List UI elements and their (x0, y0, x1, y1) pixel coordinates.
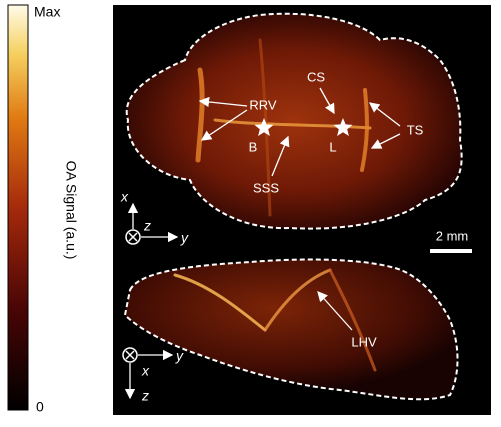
arrow (198, 96, 248, 108)
label-cs: CS (307, 69, 325, 84)
scale-bar (430, 249, 472, 253)
axis-origin-cross (125, 350, 135, 360)
brain-top-image (126, 13, 462, 229)
axis-origin-cross (128, 232, 138, 242)
vessels-bottom (173, 268, 377, 372)
axis-y: y (180, 230, 189, 246)
axis-z: z (143, 218, 151, 234)
colorbar (7, 4, 29, 411)
axis-x: x (120, 189, 129, 205)
arrow (271, 135, 290, 177)
label-sss: SSS (253, 180, 279, 195)
brain-top-outline (125, 12, 463, 230)
star-b (254, 118, 274, 136)
arrow (368, 102, 401, 127)
scale-bar-label: 2 mm (436, 228, 469, 243)
label-rrv: RRV (249, 97, 277, 112)
arrow (370, 133, 401, 149)
label-l: L (329, 139, 336, 154)
axis-z: z (141, 388, 149, 404)
arrow (200, 109, 248, 141)
label-lhv: LHV (351, 334, 377, 349)
star-l (333, 118, 353, 136)
axis-origin (122, 347, 138, 363)
colorbar-min: 0 (36, 399, 44, 415)
axis-origin (125, 229, 141, 245)
arrow (317, 291, 353, 331)
colorbar-max: Max (34, 4, 60, 20)
axis-y: y (175, 348, 184, 364)
axis-x: x (141, 363, 150, 379)
label-b: B (249, 139, 258, 154)
colorbar-title: OA Signal (a.u.) (63, 161, 79, 260)
arrow (319, 87, 335, 115)
label-ts: TS (407, 122, 424, 137)
brain-bottom-outline (123, 258, 459, 401)
